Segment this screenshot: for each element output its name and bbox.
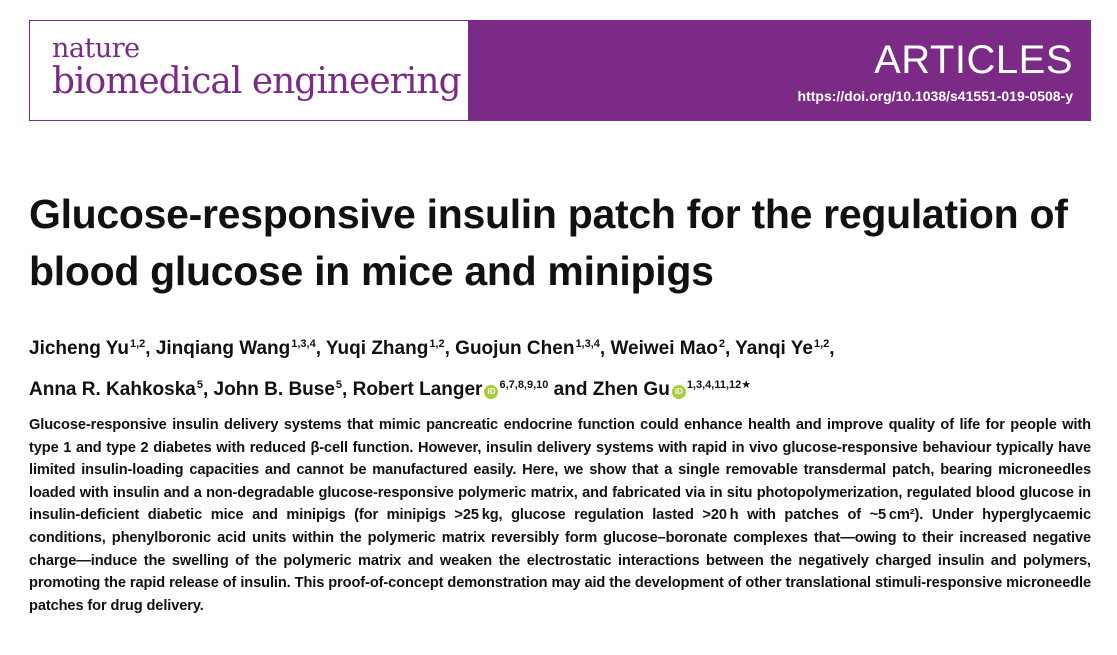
author-name-text: Yuqi Zhang [325, 338, 429, 359]
section-label: ARTICLES [874, 38, 1073, 82]
journal-name-line1: nature [52, 33, 140, 64]
author-name-text: Yanqi Ye [735, 338, 813, 359]
author-separator: , [202, 379, 214, 400]
author-separator: and [548, 379, 593, 400]
author-separator: , [145, 338, 156, 359]
affiliation-superscript: 2 [718, 338, 725, 350]
author-name[interactable]: Yuqi Zhang1,2 [326, 338, 445, 359]
affiliation-superscript: 5 [196, 379, 203, 391]
author-separator: , [315, 338, 326, 359]
journal-logo-box: nature biomedical engineering [29, 20, 469, 121]
affiliation-superscript: 1,2 [129, 338, 146, 350]
journal-name-line2: biomedical engineering [52, 61, 462, 102]
author-separator: , [599, 338, 611, 359]
abstract: Glucose-responsive insulin delivery syst… [29, 417, 1091, 614]
orcid-icon[interactable]: iD [484, 385, 499, 399]
affiliation-superscript: 1,3,4,11,12★ [686, 379, 752, 391]
author-name[interactable]: Robert Langer iD6,7,8,9,10 [353, 379, 549, 400]
author-name-text: John B. Buse [213, 379, 335, 400]
author-separator: , [829, 338, 835, 359]
orcid-icon[interactable]: iD [671, 385, 686, 399]
author-name[interactable]: Zhen Gu iD1,3,4,11,12★ [593, 379, 751, 400]
author-name-text: Jinqiang Wang [155, 338, 291, 359]
affiliation-superscript: 6,7,8,9,10 [499, 379, 549, 391]
affiliation-superscript: 5 [335, 379, 343, 391]
author-name-text: Anna R. Kahkoska [29, 379, 196, 400]
author-name[interactable]: Yanqi Ye1,2 [735, 338, 829, 359]
author-name[interactable]: Guojun Chen1,3,4 [455, 338, 600, 359]
affiliation-superscript: 1,3,4 [291, 338, 316, 350]
author-name-text: Weiwei Mao [610, 338, 718, 359]
journal-header: nature biomedical engineering ARTICLES h… [29, 20, 1091, 121]
journal-logo[interactable]: nature biomedical engineering [52, 33, 462, 102]
author-name[interactable]: Weiwei Mao2 [610, 338, 724, 359]
affiliation-superscript: 1,2 [813, 338, 830, 350]
doi-link[interactable]: https://doi.org/10.1038/s41551-019-0508-… [797, 88, 1073, 104]
author-name[interactable]: Jinqiang Wang1,3,4 [156, 338, 316, 359]
author-separator: , [444, 338, 456, 359]
author-name[interactable]: Jicheng Yu1,2 [29, 338, 145, 359]
author-name[interactable]: Anna R. Kahkoska5 [29, 379, 203, 400]
author-separator: , [342, 379, 353, 400]
author-list: Jicheng Yu1,2, Jinqiang Wang1,3,4, Yuqi … [29, 326, 1099, 408]
author-name-text: Guojun Chen [455, 338, 575, 359]
author-name-text: Robert Langer [352, 379, 483, 400]
author-separator: , [724, 338, 736, 359]
article-title: Glucose-responsive insulin patch for the… [29, 191, 1068, 294]
author-name[interactable]: John B. Buse5 [214, 379, 343, 400]
affiliation-superscript: 1,3,4 [575, 338, 600, 350]
author-name-text: Zhen Gu [592, 379, 670, 400]
author-name-text: Jicheng Yu [29, 338, 129, 359]
affiliation-superscript: 1,2 [429, 338, 445, 350]
